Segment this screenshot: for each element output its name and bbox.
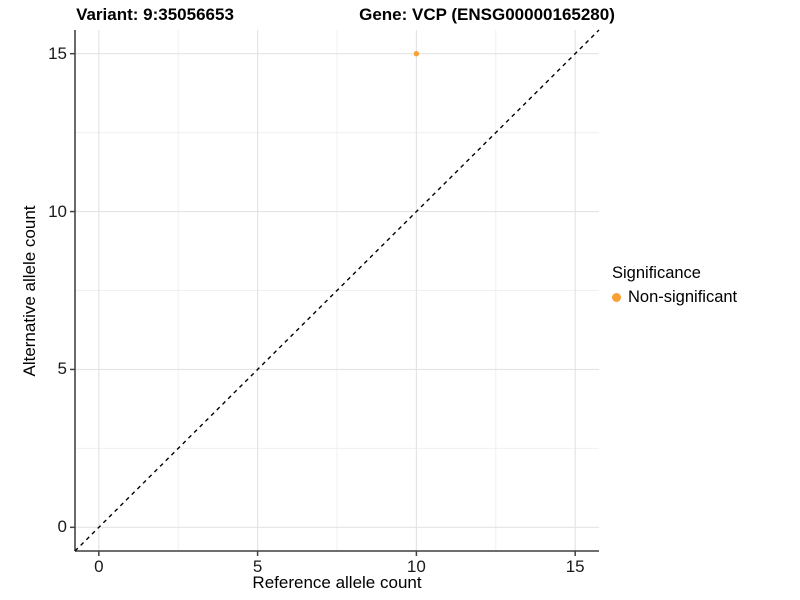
y-axis-label: Alternative allele count (20, 205, 39, 377)
identity-reference-line (74, 29, 600, 552)
y-tick-label: 15 (48, 43, 67, 63)
data-point (413, 50, 420, 57)
y-tick-label: 0 (57, 517, 67, 537)
legend: Significance Non-significant (612, 264, 737, 307)
legend-key-dot-icon (612, 293, 621, 302)
y-tick-label: 10 (48, 201, 67, 221)
y-tick-label: 5 (57, 359, 67, 379)
gene-title: Gene: VCP (ENSG00000165280) (359, 5, 615, 24)
x-axis-label: Reference allele count (252, 573, 422, 592)
legend-item: Non-significant (612, 288, 737, 307)
legend-title: Significance (612, 264, 701, 282)
x-tick-label: 0 (94, 557, 104, 576)
x-tick-label: 5 (252, 557, 263, 576)
legend-items: Non-significant (612, 288, 737, 307)
variant-title: Variant: 9:35056653 (76, 5, 234, 24)
legend-item-label: Non-significant (628, 288, 738, 306)
x-tick-label: 15 (565, 557, 585, 576)
x-tick-label: 10 (406, 557, 426, 576)
